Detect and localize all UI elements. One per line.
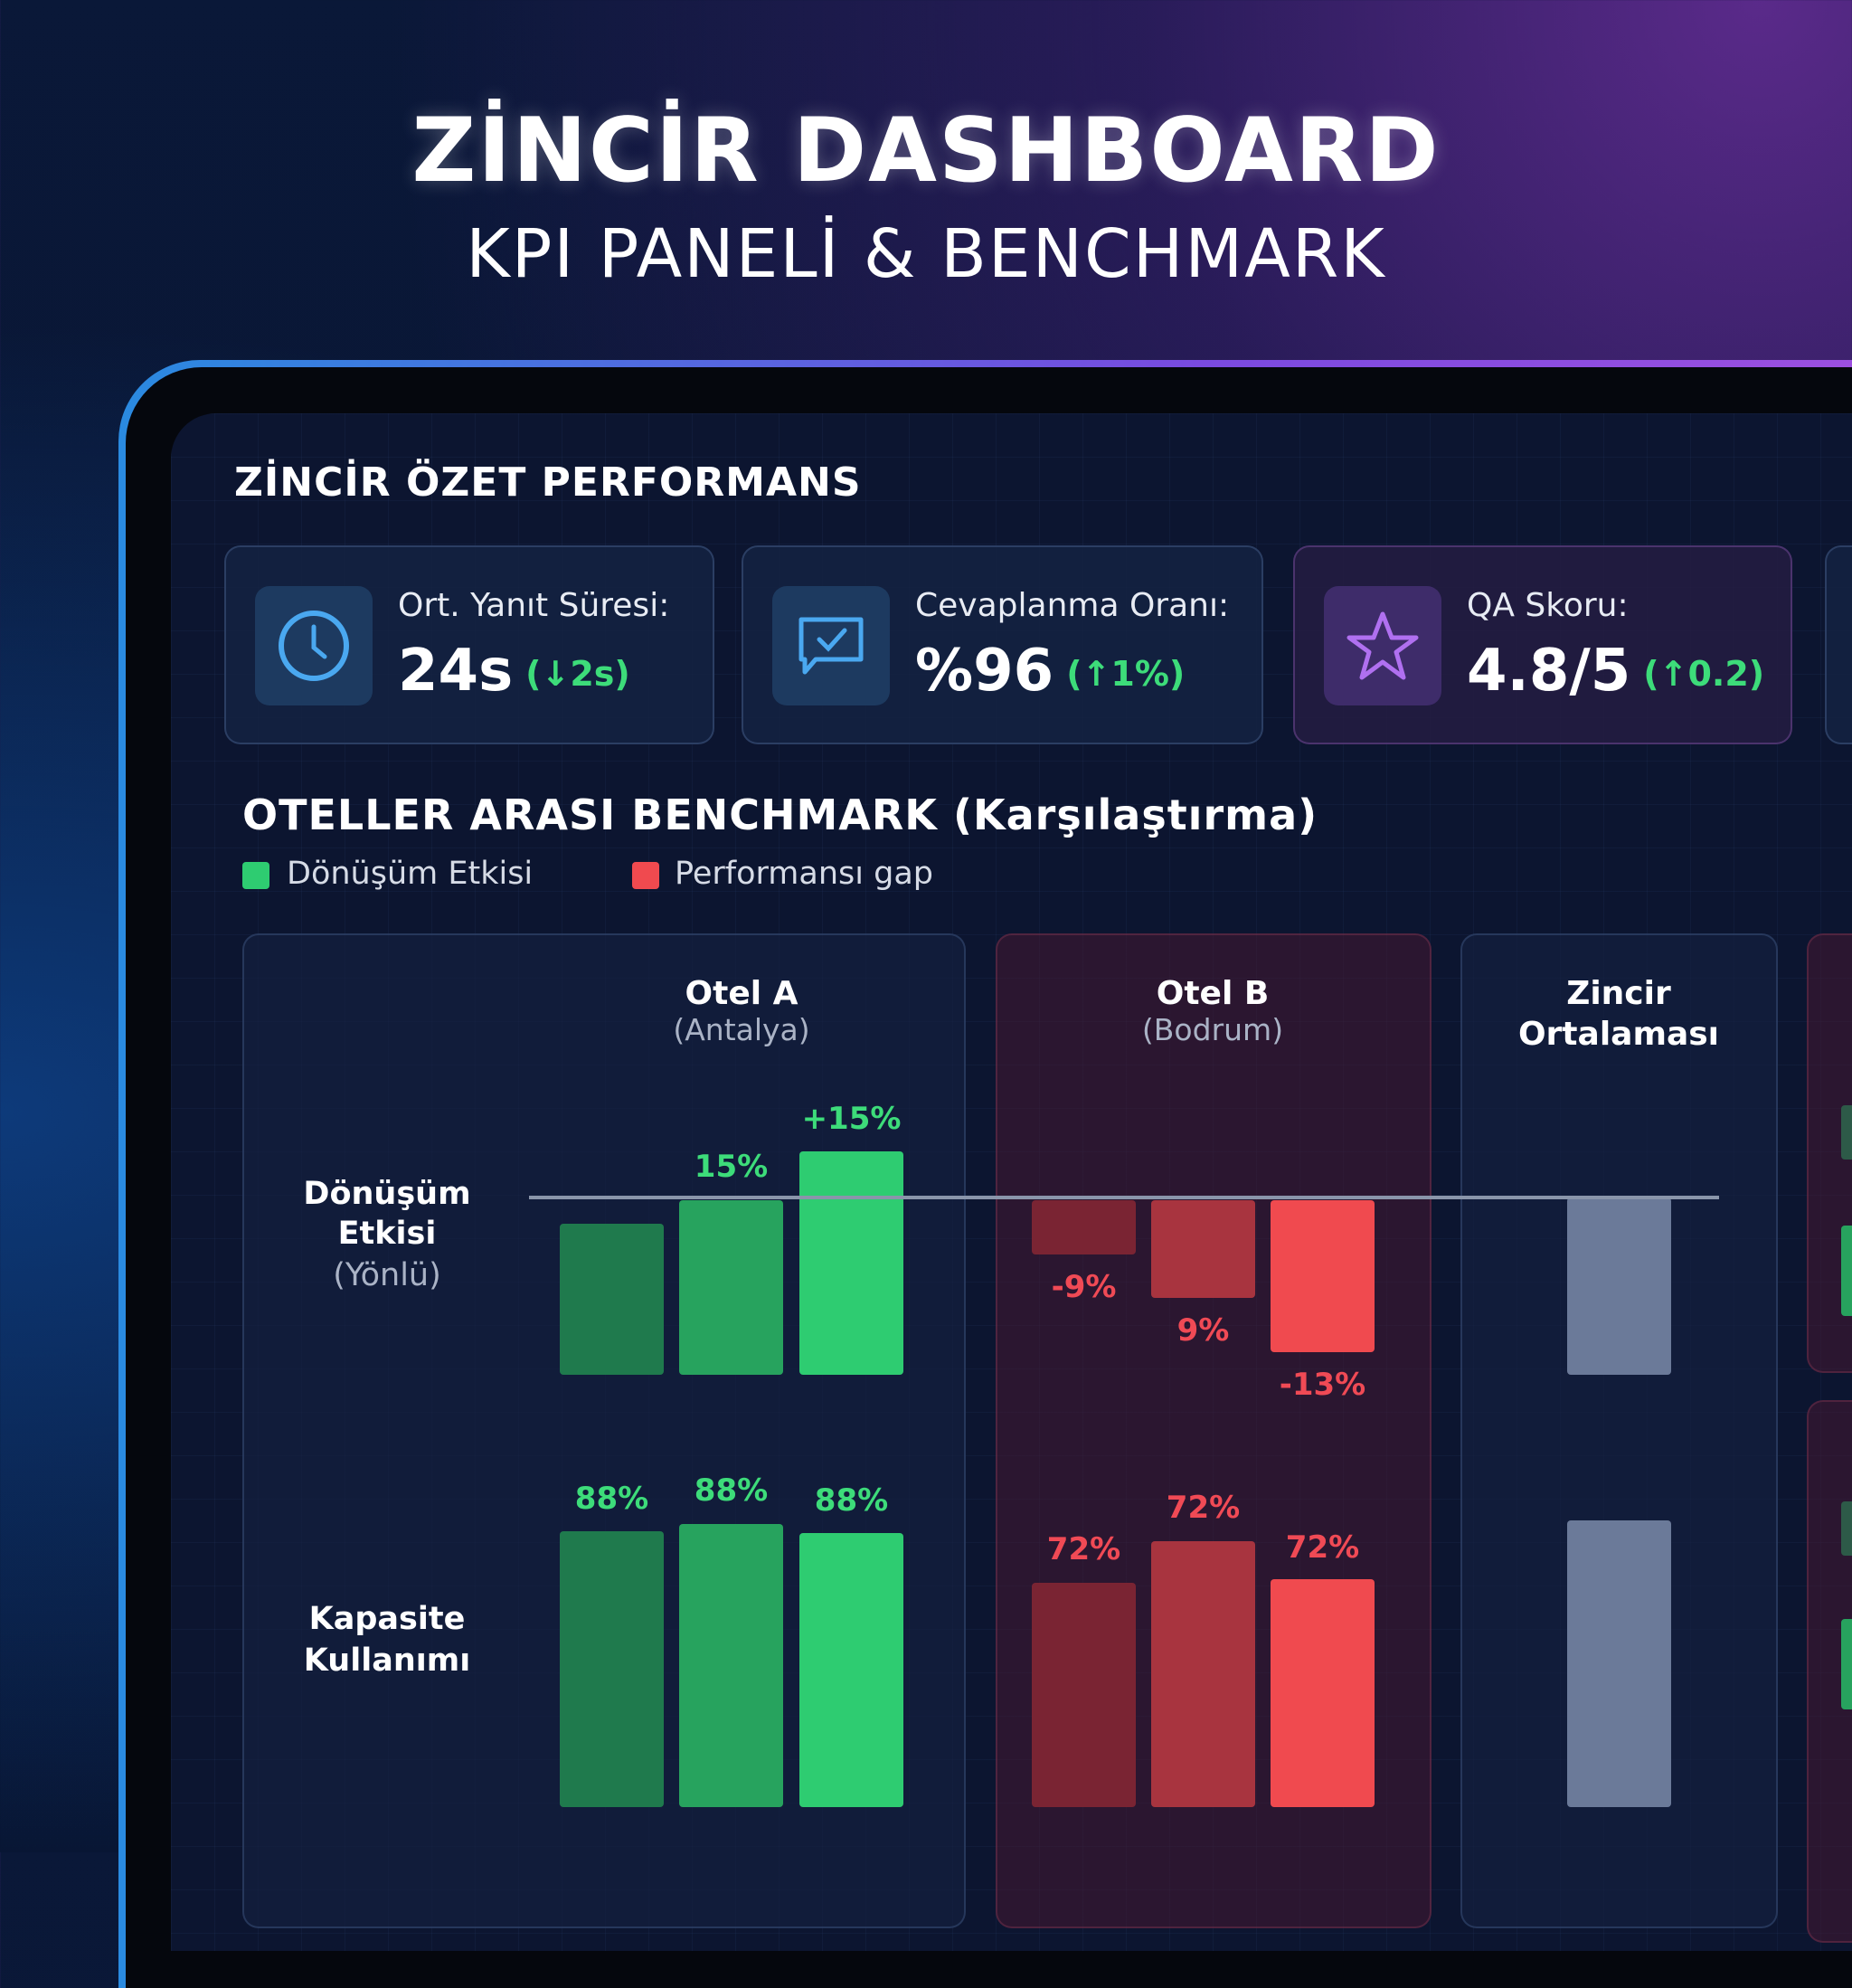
bar-label: 88% [574,1481,649,1517]
chart-bar [1032,1583,1136,1807]
kpi-value: 24s (↓2s) [398,638,630,705]
kpi-delta: (↑1%) [1066,654,1186,695]
chart-bar [1567,1520,1671,1807]
bar-label: 72% [1046,1531,1121,1567]
star-icon [1324,586,1441,705]
hotel-name: Zincir [1566,975,1671,1012]
page-title: ZİNCİR DASHBOARD [411,99,1441,203]
hotel-location: (Bodrum) [1141,1012,1284,1047]
kpi-card-partial[interactable] [1825,545,1852,744]
bar-label: 15% [694,1149,769,1185]
hotel-name-line2: Ortalaması [1517,1016,1720,1053]
bar-label: 9% [1176,1312,1230,1349]
chat-check-icon [772,586,890,705]
row-label-conversion: Dönüşüm Etkisi (Yönlü) [303,1176,471,1293]
benchmark-title: OTELLER ARASI BENCHMARK (Karşılaştırma) [242,790,1318,839]
bar-label: 72% [1285,1529,1360,1566]
chart-bar [1271,1579,1375,1807]
chart-bar [1032,1200,1136,1254]
legend-swatch-green [242,862,269,889]
hotel-location: (Antalya) [673,1012,810,1047]
clock-icon [255,586,373,705]
bar-label: 88% [694,1472,769,1509]
chart-bar [560,1531,664,1807]
kpi-value: %96 (↑1%) [915,638,1185,705]
bar-label: +15% [801,1101,902,1137]
chart-bar [679,1200,783,1375]
kpi-card-response-time[interactable]: Ort. Yanıt Süresi: 24s (↓2s) [224,545,714,744]
kpi-value-text: 4.8/5 [1467,638,1631,705]
chart-bar [679,1524,783,1807]
chart-bar [1151,1200,1255,1298]
legend-label-gap: Performansı gap [675,856,933,892]
partial-bar [1841,1619,1852,1709]
partial-bar [1841,1501,1852,1556]
baseline-line [529,1196,1719,1199]
kpi-label: QA Skoru: [1467,587,1629,624]
kpi-label: Ort. Yanıt Süresi: [398,587,670,624]
bar-label: 72% [1166,1490,1241,1526]
partial-bar [1841,1226,1852,1316]
hotel-name: Otel A [685,975,798,1012]
kpi-delta: (↑0.2) [1643,654,1765,695]
kpi-card-answer-rate[interactable]: Cevaplanma Oranı: %96 (↑1%) [742,545,1263,744]
kpi-value: 4.8/5 (↑0.2) [1467,638,1764,705]
legend-swatch-red [632,862,659,889]
bar-label: -13% [1279,1367,1366,1403]
chart-bar [1151,1541,1255,1807]
chain-header: Zincir Ortalaması [1483,975,1754,1053]
legend-label-conversion: Dönüşüm Etkisi [287,856,534,892]
chart-bar [799,1533,903,1807]
chart-bar [1567,1198,1671,1375]
hotel-name: Otel B [1156,975,1270,1012]
kpi-delta: (↓2s) [525,654,630,695]
partial-bar [1841,1105,1852,1160]
bar-label: 88% [814,1482,889,1519]
row-label-capacity: Kapasite Kullanımı [303,1601,471,1679]
kpi-value-text: %96 [915,638,1054,705]
hotel-a-header: Otel A (Antalya) [606,975,877,1047]
chart-bar [799,1151,903,1375]
bar-label: -9% [1051,1269,1117,1305]
kpi-value-text: 24s [398,638,514,705]
chart-bar [1271,1200,1375,1352]
chart-bar [560,1224,664,1375]
summary-title: ZİNCİR ÖZET PERFORMANS [234,459,862,506]
kpi-label: Cevaplanma Oranı: [915,587,1230,624]
kpi-card-qa-score[interactable]: QA Skoru: 4.8/5 (↑0.2) [1293,545,1792,744]
page-subtitle: KPI PANELİ & BENCHMARK [466,215,1386,293]
hotel-b-header: Otel B (Bodrum) [1077,975,1348,1047]
